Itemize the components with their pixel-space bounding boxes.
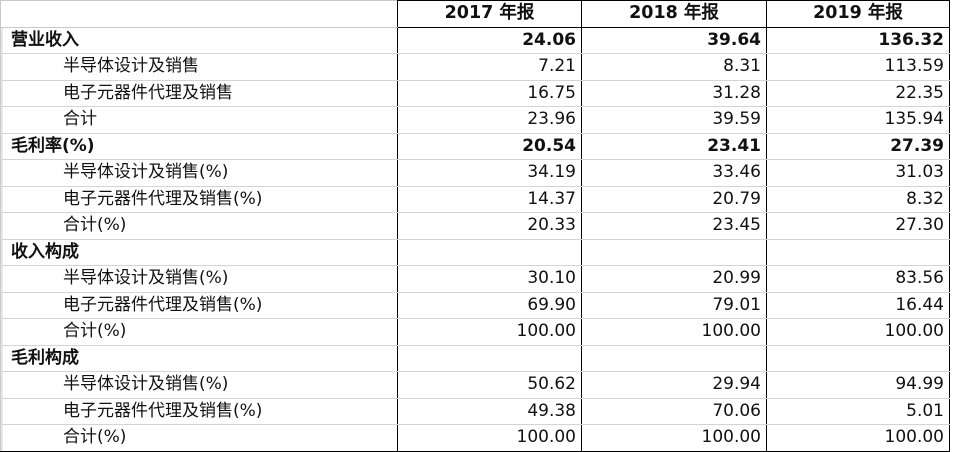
row-label-cell[interactable]: 电子元器件代理及销售(%) [0, 397, 398, 425]
row-label-cell[interactable]: 半导体设计及销售 [0, 53, 398, 81]
table-row: 收入构成 [0, 238, 950, 266]
value-cell-2018[interactable]: 29.94 [581, 371, 767, 399]
table-row: 半导体设计及销售(%) 34.19 33.46 31.03 [0, 159, 950, 187]
table-row: 电子元器件代理及销售(%) 49.38 70.06 5.01 [0, 397, 950, 425]
value-cell-2019[interactable] [766, 238, 950, 266]
header-row: 2017 年报 2018 年报 2019 年报 [0, 0, 950, 28]
value-cell-2017[interactable] [397, 344, 582, 372]
value-cell-2019[interactable]: 135.94 [766, 106, 950, 134]
value-cell-2017[interactable]: 34.19 [397, 159, 582, 187]
value-cell-2018[interactable]: 33.46 [581, 159, 767, 187]
value-cell-2018[interactable]: 39.59 [581, 106, 767, 134]
row-label-cell[interactable]: 半导体设计及销售(%) [0, 265, 398, 293]
value-cell-2017[interactable]: 100.00 [397, 318, 582, 346]
value-cell-2018[interactable] [581, 344, 767, 372]
value-cell-2018[interactable]: 23.41 [581, 132, 767, 160]
value-cell-2018[interactable]: 100.00 [581, 424, 767, 452]
table-row: 电子元器件代理及销售 16.75 31.28 22.35 [0, 79, 950, 107]
value-cell-2019[interactable]: 8.32 [766, 185, 950, 213]
value-cell-2019[interactable]: 22.35 [766, 79, 950, 107]
value-cell-2017[interactable]: 30.10 [397, 265, 582, 293]
header-cell-blank[interactable] [0, 0, 398, 28]
value-cell-2019[interactable]: 100.00 [766, 318, 950, 346]
table-row: 营业收入 24.06 39.64 136.32 [0, 26, 950, 54]
value-cell-2017[interactable] [397, 238, 582, 266]
value-cell-2018[interactable]: 20.99 [581, 265, 767, 293]
row-label-cell[interactable]: 合计 [0, 106, 398, 134]
header-cell-2018[interactable]: 2018 年报 [581, 0, 767, 28]
value-cell-2018[interactable]: 70.06 [581, 397, 767, 425]
value-cell-2017[interactable]: 100.00 [397, 424, 582, 452]
value-cell-2017[interactable]: 20.33 [397, 212, 582, 240]
table-row: 合计 23.96 39.59 135.94 [0, 106, 950, 134]
table-row: 半导体设计及销售(%) 50.62 29.94 94.99 [0, 371, 950, 399]
value-cell-2017[interactable]: 14.37 [397, 185, 582, 213]
value-cell-2017[interactable]: 7.21 [397, 53, 582, 81]
row-label-cell[interactable]: 电子元器件代理及销售 [0, 79, 398, 107]
value-cell-2018[interactable] [581, 238, 767, 266]
value-cell-2017[interactable]: 24.06 [397, 26, 582, 54]
value-cell-2019[interactable]: 31.03 [766, 159, 950, 187]
table-row: 毛利率(%) 20.54 23.41 27.39 [0, 132, 950, 160]
section-label-cell[interactable]: 毛利构成 [0, 344, 398, 372]
table-row: 合计(%) 100.00 100.00 100.00 [0, 424, 950, 452]
section-label-cell[interactable]: 毛利率(%) [0, 132, 398, 160]
row-label-cell[interactable]: 合计(%) [0, 424, 398, 452]
section-label-cell[interactable]: 营业收入 [0, 26, 398, 54]
value-cell-2018[interactable]: 23.45 [581, 212, 767, 240]
row-label-cell[interactable]: 半导体设计及销售(%) [0, 159, 398, 187]
value-cell-2018[interactable]: 8.31 [581, 53, 767, 81]
table-row: 半导体设计及销售(%) 30.10 20.99 83.56 [0, 265, 950, 293]
value-cell-2019[interactable]: 136.32 [766, 26, 950, 54]
row-label-cell[interactable]: 合计(%) [0, 212, 398, 240]
value-cell-2018[interactable]: 31.28 [581, 79, 767, 107]
value-cell-2018[interactable]: 79.01 [581, 291, 767, 319]
table-row: 电子元器件代理及销售(%) 69.90 79.01 16.44 [0, 291, 950, 319]
value-cell-2019[interactable]: 16.44 [766, 291, 950, 319]
value-cell-2017[interactable]: 49.38 [397, 397, 582, 425]
value-cell-2019[interactable]: 113.59 [766, 53, 950, 81]
value-cell-2017[interactable]: 16.75 [397, 79, 582, 107]
table-row: 合计(%) 20.33 23.45 27.30 [0, 212, 950, 240]
value-cell-2019[interactable]: 83.56 [766, 265, 950, 293]
table-row: 电子元器件代理及销售(%) 14.37 20.79 8.32 [0, 185, 950, 213]
value-cell-2019[interactable]: 27.39 [766, 132, 950, 160]
table-row: 毛利构成 [0, 344, 950, 372]
value-cell-2018[interactable]: 20.79 [581, 185, 767, 213]
value-cell-2019[interactable]: 27.30 [766, 212, 950, 240]
value-cell-2018[interactable]: 39.64 [581, 26, 767, 54]
header-cell-2019[interactable]: 2019 年报 [766, 0, 950, 28]
table-body: 营业收入 24.06 39.64 136.32 半导体设计及销售 7.21 8.31 113.… [0, 26, 950, 452]
section-label-cell[interactable]: 收入构成 [0, 238, 398, 266]
row-label-cell[interactable]: 合计(%) [0, 318, 398, 346]
table-row: 合计(%) 100.00 100.00 100.00 [0, 318, 950, 346]
value-cell-2018[interactable]: 100.00 [581, 318, 767, 346]
value-cell-2019[interactable]: 100.00 [766, 424, 950, 452]
value-cell-2019[interactable]: 5.01 [766, 397, 950, 425]
row-label-cell[interactable]: 半导体设计及销售(%) [0, 371, 398, 399]
header-cell-2017[interactable]: 2017 年报 [397, 0, 582, 28]
value-cell-2017[interactable]: 50.62 [397, 371, 582, 399]
value-cell-2019[interactable]: 94.99 [766, 371, 950, 399]
value-cell-2017[interactable]: 69.90 [397, 291, 582, 319]
value-cell-2017[interactable]: 23.96 [397, 106, 582, 134]
row-label-cell[interactable]: 电子元器件代理及销售(%) [0, 185, 398, 213]
table-row: 半导体设计及销售 7.21 8.31 113.59 [0, 53, 950, 81]
value-cell-2017[interactable]: 20.54 [397, 132, 582, 160]
value-cell-2019[interactable] [766, 344, 950, 372]
row-label-cell[interactable]: 电子元器件代理及销售(%) [0, 291, 398, 319]
